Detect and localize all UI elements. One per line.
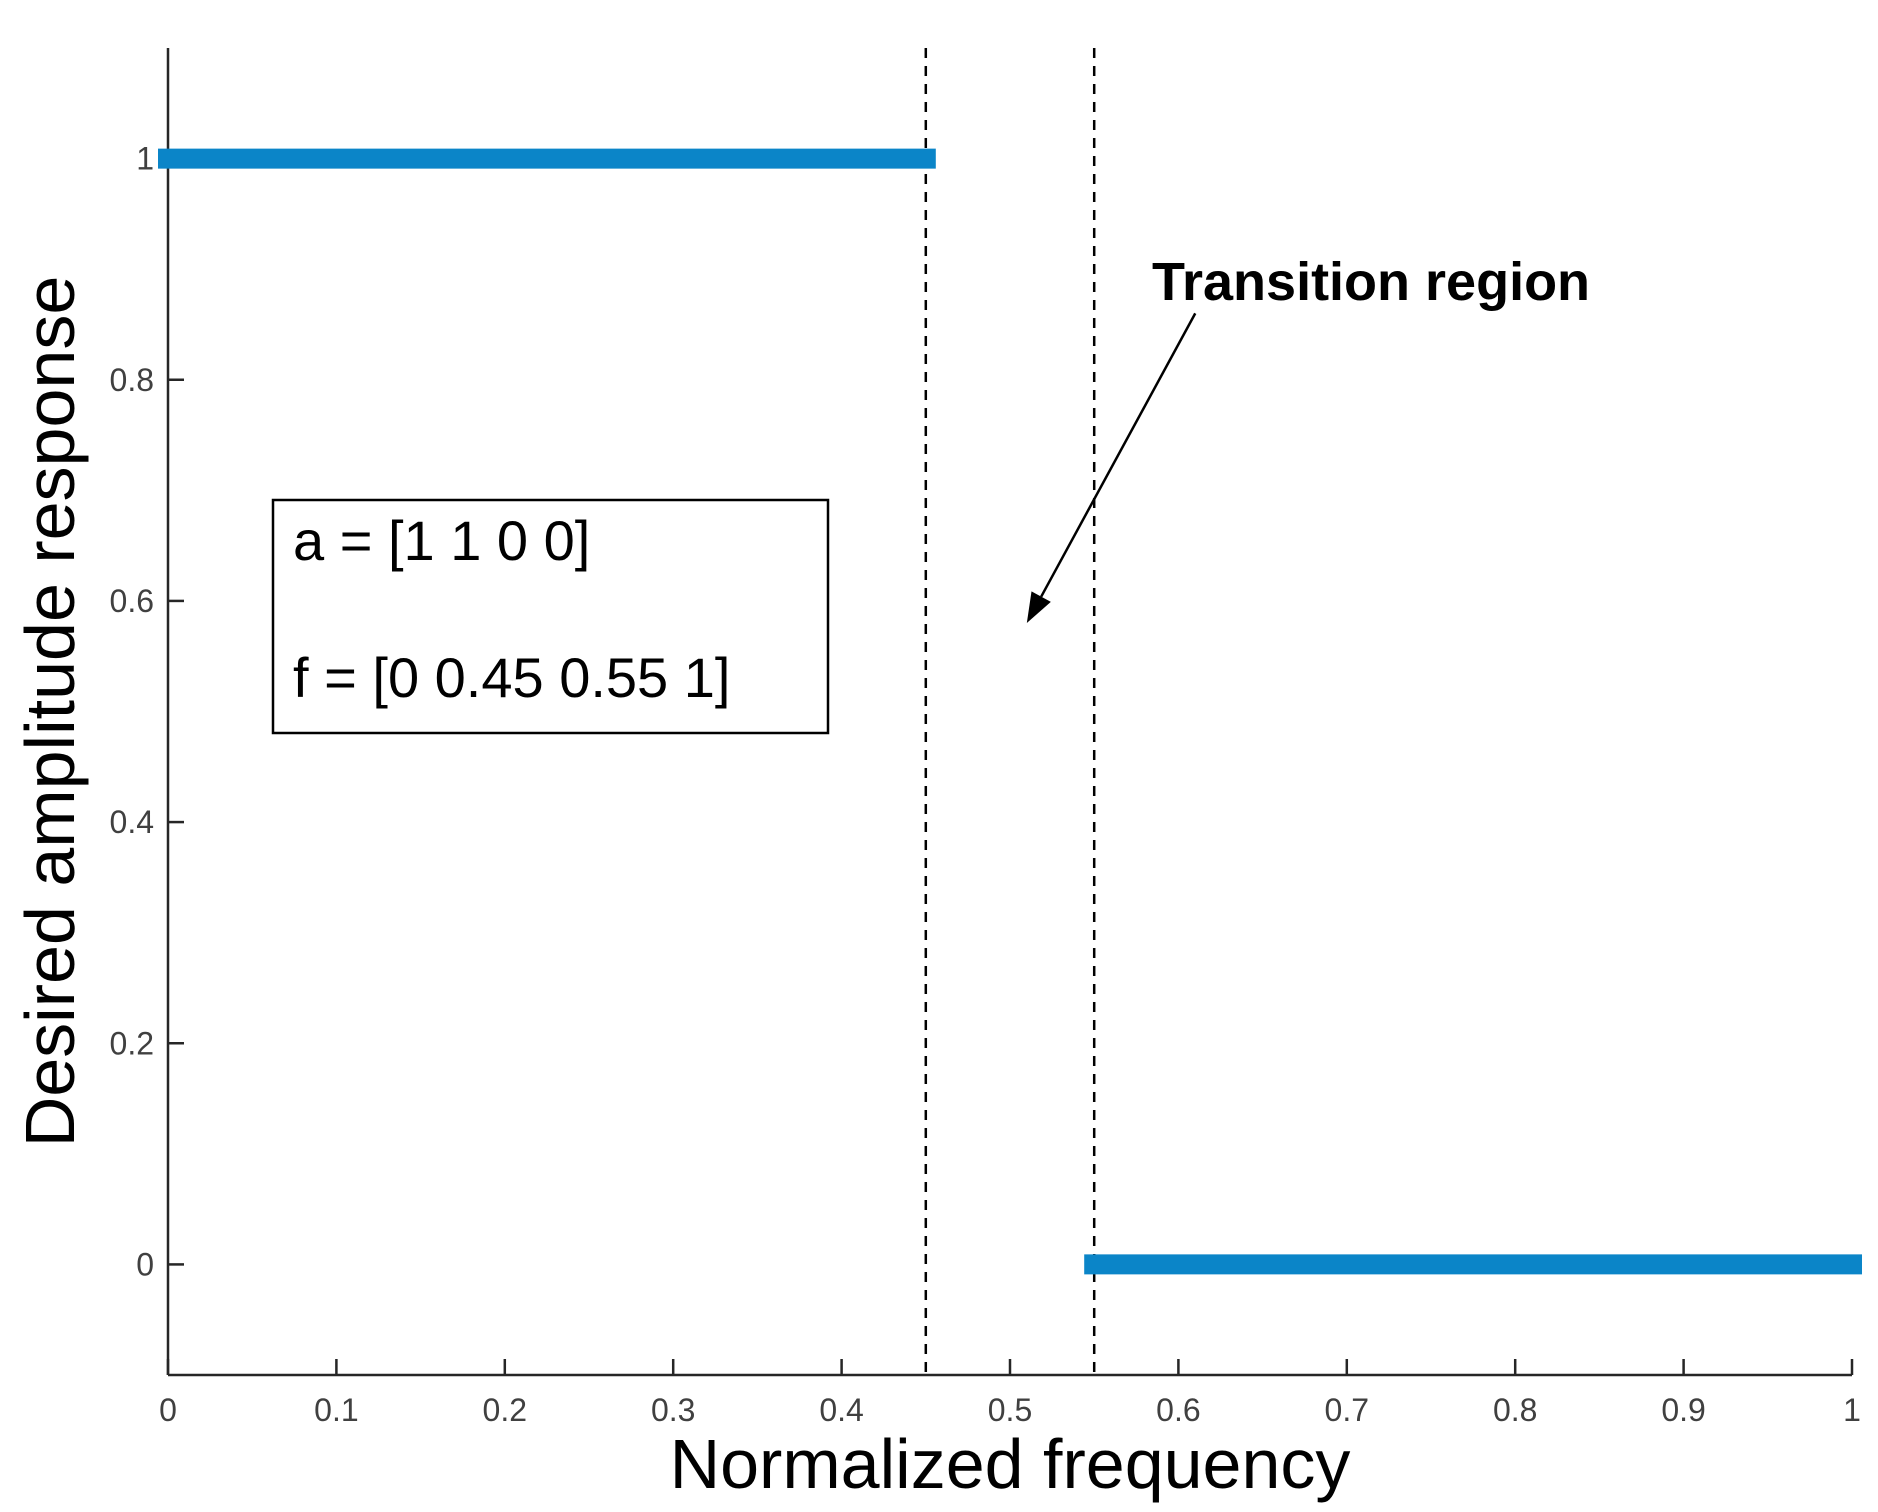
x-tick-label: 0.6	[1156, 1392, 1200, 1428]
y-tick-label: 1	[136, 141, 154, 177]
annotation-arrow-head	[1026, 591, 1051, 624]
y-tick-label: 0.6	[110, 583, 154, 619]
vertical-guides	[924, 48, 1096, 1375]
x-tick-label: 0.8	[1493, 1392, 1537, 1428]
annotation-arrow-shaft	[1040, 312, 1197, 598]
parameter-a-text: a = [1 1 0 0]	[293, 509, 590, 572]
x-tick-label: 0.3	[651, 1392, 695, 1428]
y-axis-title: Desired amplitude response	[11, 276, 89, 1148]
x-tick-label: 0.5	[988, 1392, 1032, 1428]
parameter-f-text: f = [0 0.45 0.55 1]	[293, 646, 730, 709]
y-tick-label: 0.8	[110, 362, 154, 398]
x-tick-label: 0.1	[314, 1392, 358, 1428]
series	[158, 148, 1862, 1275]
x-tick-label: 0.7	[1325, 1392, 1369, 1428]
x-tick-label: 1	[1843, 1392, 1861, 1428]
x-tick-label: 0.4	[819, 1392, 863, 1428]
parameter-box: a = [1 1 0 0] f = [0 0.45 0.55 1]	[271, 498, 830, 735]
ticks: 0 0.1 0.2 0.3 0.4 0.5 0.6 0.7 0.8 0.9 1 0 0.2 0.4 0.6 0…	[110, 141, 1861, 1428]
y-tick-label: 0	[136, 1246, 154, 1282]
y-tick-label: 0.2	[110, 1025, 154, 1061]
x-tick-label: 0.2	[483, 1392, 527, 1428]
x-tick-label: 0.9	[1661, 1392, 1705, 1428]
parameter-box-frame	[271, 498, 830, 735]
x-axis-title: Normalized frequency	[670, 1425, 1351, 1503]
x-tick-label: 0	[159, 1392, 177, 1428]
transition-region-label: Transition region	[1152, 252, 1590, 312]
y-tick-label: 0.4	[110, 804, 154, 840]
transition-annotation: Transition region	[1026, 252, 1590, 624]
